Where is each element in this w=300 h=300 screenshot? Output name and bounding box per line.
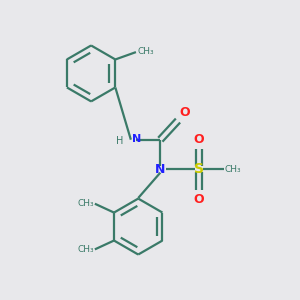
Text: CH₃: CH₃ <box>225 165 242 174</box>
Text: CH₃: CH₃ <box>77 245 94 254</box>
Text: N: N <box>155 163 166 176</box>
Text: CH₃: CH₃ <box>137 47 154 56</box>
Text: O: O <box>193 193 204 206</box>
Text: H: H <box>116 136 124 146</box>
Text: N: N <box>132 134 141 144</box>
Text: S: S <box>194 162 204 176</box>
Text: O: O <box>193 133 204 146</box>
Text: CH₃: CH₃ <box>77 199 94 208</box>
Text: O: O <box>179 106 190 119</box>
